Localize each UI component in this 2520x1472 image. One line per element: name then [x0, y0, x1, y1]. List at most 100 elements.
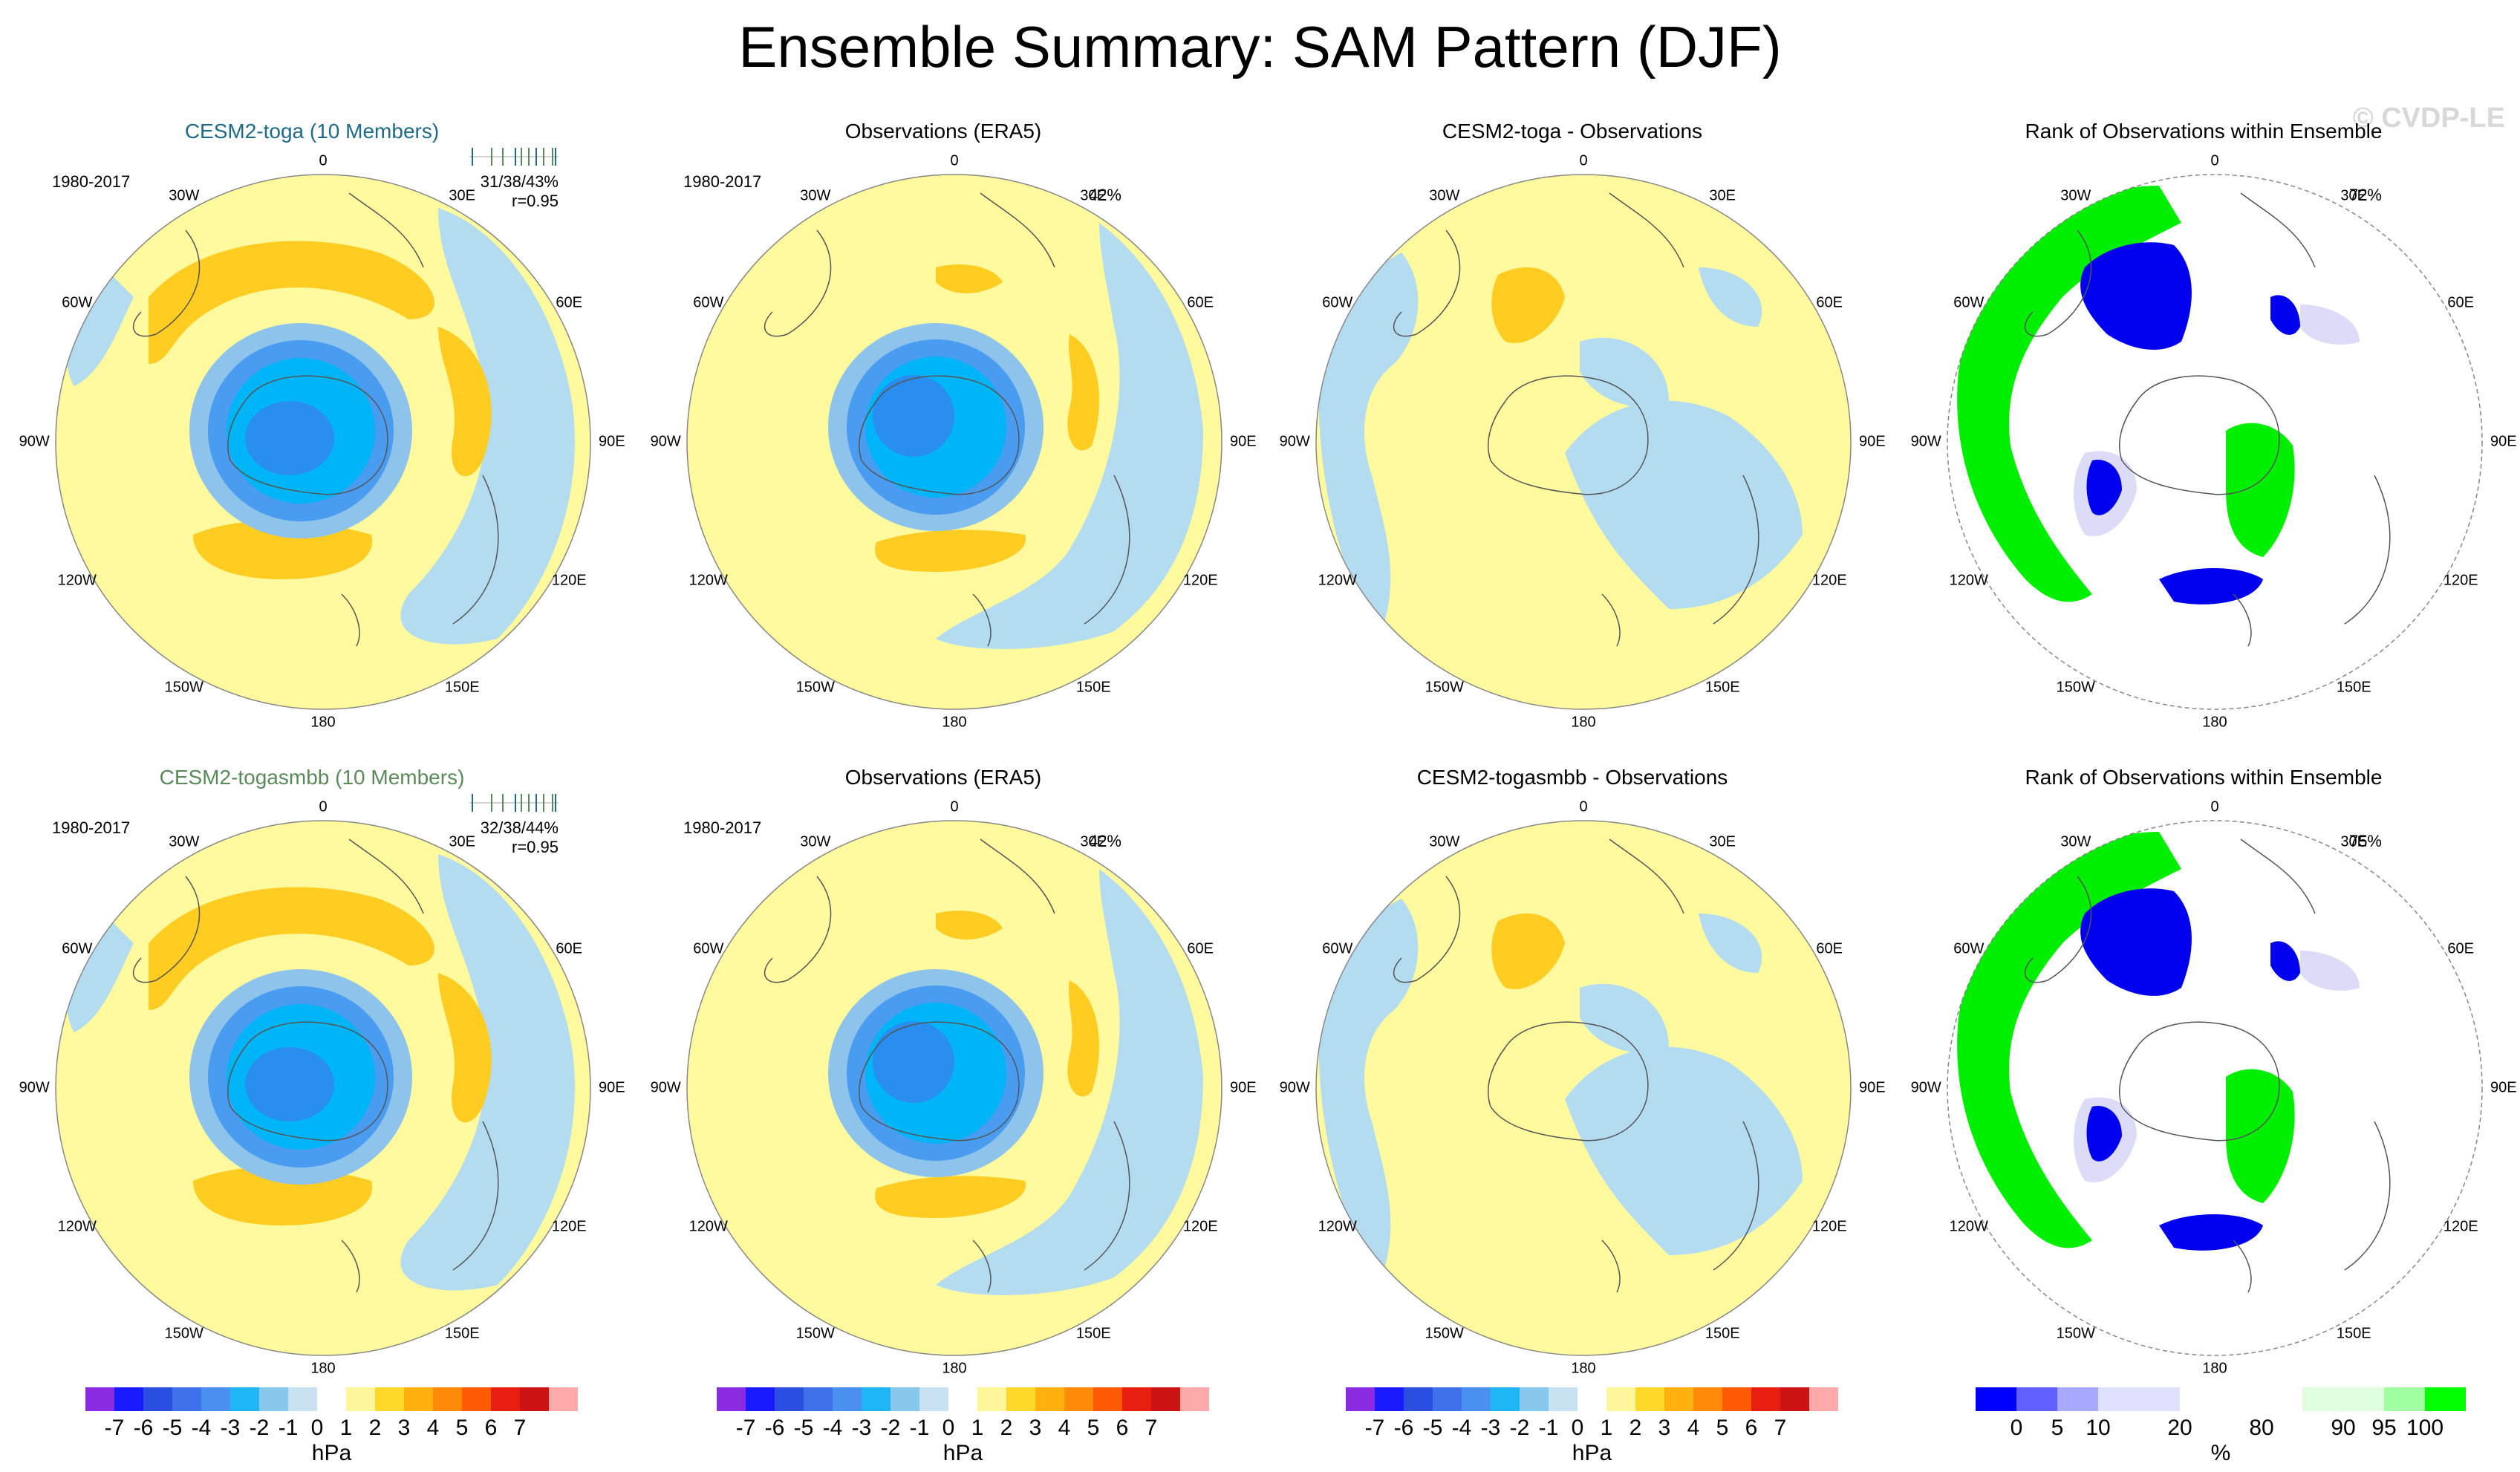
colorbar-label: -4 [822, 1416, 843, 1440]
africa-coastline [1609, 192, 1684, 268]
longitude-label: 90E [1230, 433, 1257, 450]
south-america-coastline [2025, 876, 2092, 983]
longitude-label: 90E [2490, 1079, 2517, 1096]
colorbar-label: 3 [1029, 1416, 1042, 1440]
south-america-coastline [764, 229, 832, 337]
anomaly-blue-core [873, 1021, 954, 1103]
longitude-label: 30W [169, 833, 200, 850]
colorbar-label: -3 [851, 1416, 872, 1440]
colorbar-swatch [375, 1387, 404, 1411]
period-label: 1980-2017 [683, 818, 762, 837]
colorbar-label: -5 [1422, 1416, 1443, 1440]
colorbar-swatch [259, 1387, 288, 1411]
anomaly-light-blue [1318, 253, 1419, 639]
colorbar-label: -5 [162, 1416, 183, 1440]
anomaly-orange [1067, 334, 1099, 451]
south-america-coastline [764, 876, 832, 983]
anomaly-orange [936, 911, 1003, 939]
colorbar-label: 0 [310, 1416, 324, 1440]
longitude-label: 90W [1279, 433, 1310, 450]
colorbar-swatch [2302, 1387, 2343, 1411]
colorbar-units: hPa [1572, 1441, 1612, 1465]
colorbar-swatch [717, 1387, 746, 1411]
anomaly-light-blue [1565, 400, 1803, 609]
colorbar-label: -7 [735, 1416, 756, 1440]
colorbar-label: -6 [133, 1416, 154, 1440]
antarctica-coastline [859, 1021, 1020, 1142]
colorbar-swatch [1520, 1387, 1549, 1411]
longitude-label: 180 [2202, 714, 2227, 731]
longitude-label: 30E [449, 187, 475, 204]
colorbar-swatch [977, 1387, 1006, 1411]
pattern-statistics: 32/38/44% r=0.95 [481, 818, 559, 857]
period-label: 1980-2017 [52, 818, 131, 837]
colorbar-swatch [1035, 1387, 1064, 1411]
anomaly-light-blue [1580, 983, 1669, 1053]
pattern-statistics: 31/38/43% r=0.95 [481, 172, 559, 211]
longitude-label: 120E [1182, 572, 1218, 589]
colorbar-swatch [1064, 1387, 1093, 1411]
member-ticks [469, 794, 559, 812]
colorbar-swatch [1346, 1387, 1375, 1411]
longitude-label: 180 [310, 1360, 336, 1377]
colorbar-swatch [201, 1387, 230, 1411]
australia-coastline [1084, 1121, 1130, 1271]
anomaly-orange [1067, 980, 1099, 1097]
longitude-label: 180 [942, 714, 967, 731]
polar-map [55, 174, 591, 710]
australia-coastline [452, 1121, 499, 1271]
longitude-label: 90W [1910, 1079, 1941, 1096]
colorbar-swatch [288, 1387, 317, 1411]
colorbar-label: 0 [942, 1416, 955, 1440]
antarctica-coastline [227, 375, 388, 495]
colorbar-swatch [143, 1387, 172, 1411]
colorbar-label: 2 [368, 1416, 382, 1440]
colorbar-label: -2 [1509, 1416, 1530, 1440]
percent-label: 42% [1088, 186, 1121, 204]
colorbar-label: 3 [397, 1416, 411, 1440]
colorbar-label: -6 [764, 1416, 785, 1440]
colorbar-swatch [114, 1387, 143, 1411]
anomaly-orange [438, 973, 492, 1123]
longitude-label: 150W [795, 1325, 835, 1342]
longitude-label: 60E [2447, 940, 2474, 957]
colorbar-swatch [804, 1387, 833, 1411]
map-border [55, 820, 591, 1356]
longitude-label: 60E [556, 940, 582, 957]
anomaly-blue-core [245, 401, 334, 475]
colorbar-label: 6 [1745, 1416, 1758, 1440]
longitude-label: 90W [19, 1079, 50, 1096]
colorbar-swatch [433, 1387, 462, 1411]
colorbar-label: 2 [1629, 1416, 1642, 1440]
longitude-label: 90W [19, 433, 50, 450]
longitude-label: 150W [1425, 1325, 1464, 1342]
colorbar-swatch [2343, 1387, 2384, 1411]
colorbar-swatch [1780, 1387, 1809, 1411]
colorbar-swatch [491, 1387, 520, 1411]
longitude-label: 60W [62, 940, 93, 957]
longitude-label: 150E [444, 679, 480, 696]
anomaly-light-blue [67, 914, 134, 1032]
map-panel: CESM2-toga - Observations 0 180 30W 30E 60W 60… [1279, 119, 1886, 758]
colorbar-label: -1 [278, 1416, 299, 1440]
longitude-label: 120E [1811, 1218, 1847, 1235]
colorbar-label: 7 [1774, 1416, 1787, 1440]
colorbar-swatch [1606, 1387, 1635, 1411]
longitude-label: 60E [1187, 294, 1214, 311]
colorbar-swatch [2139, 1387, 2180, 1411]
new-zealand-coastline [972, 593, 992, 647]
longitude-label: 0 [2210, 152, 2219, 169]
colorbar-swatches [85, 1387, 578, 1411]
panel-title: Observations (ERA5) [844, 766, 1042, 789]
colorbar-swatch [1433, 1387, 1462, 1411]
rank-blue [2270, 941, 2300, 981]
map-border [686, 820, 1222, 1356]
anomaly-light-blue [67, 267, 134, 386]
panel-title: CESM2-togasmbb (10 Members) [159, 766, 465, 789]
colorbar-swatch [919, 1387, 948, 1411]
south-america-coastline [1393, 876, 1461, 983]
map-border [1315, 820, 1852, 1356]
variance-explained: 32/38/44% [480, 818, 559, 837]
longitude-label: 120E [551, 572, 587, 589]
map-border [686, 174, 1222, 710]
